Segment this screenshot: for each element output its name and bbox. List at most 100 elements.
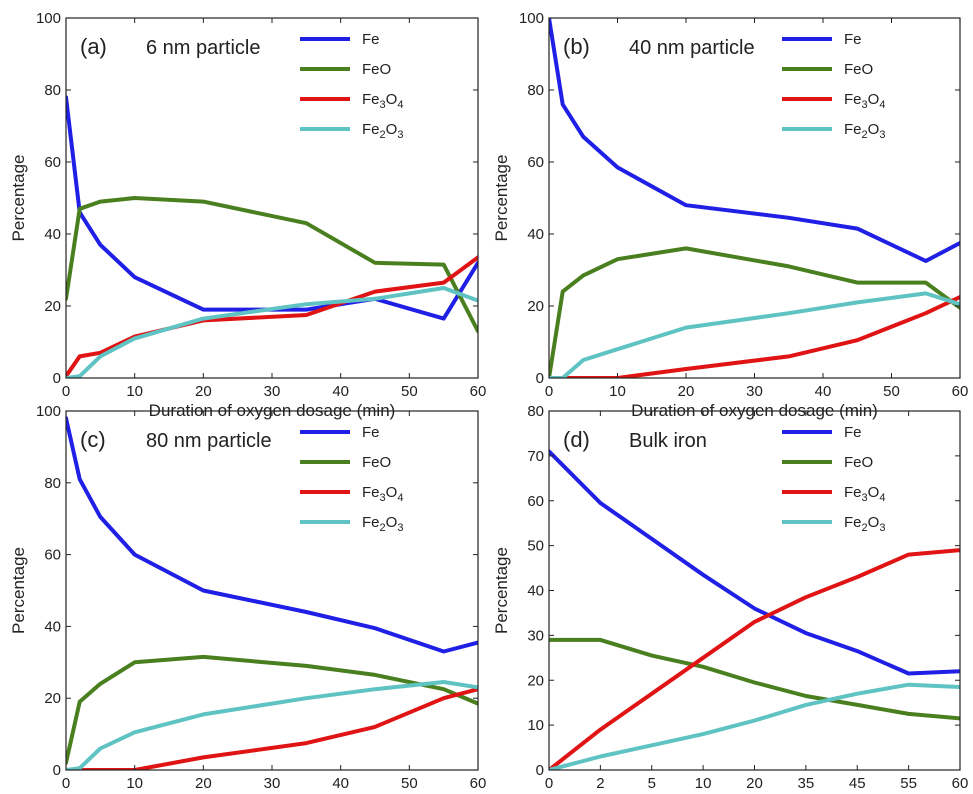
y-tick-label: 60 [527,154,544,171]
x-tick-label: 40 [332,775,349,792]
legend-entry-fe3o4: Fe3O4 [362,484,403,504]
panel-label: (c) [80,427,106,452]
x-tick-label: 10 [126,775,143,792]
plot-frame [65,410,479,771]
y-tick-label: 50 [527,538,544,555]
x-tick-label: 0 [62,775,70,792]
x-tick-label: 10 [126,383,143,400]
y-tick-label: 0 [53,370,61,387]
y-tick-label: 60 [527,493,544,510]
y-tick-label: 20 [527,672,544,689]
x-tick-label: 5 [648,775,656,792]
y-tick-label: 100 [519,10,544,27]
y-tick-label: 0 [536,762,544,779]
y-axis-label: Percentage [492,155,511,242]
y-axis-label: Percentage [492,547,511,634]
x-tick-label: 0 [545,775,553,792]
x-tick-label: 20 [746,775,763,792]
x-tick-label: 20 [678,383,695,400]
legend-entry-fe2o3: Fe2O3 [362,121,403,141]
y-tick-label: 0 [53,762,61,779]
y-tick-label: 60 [44,547,61,564]
panel-title: 6 nm particle [146,37,261,59]
y-tick-label: 80 [527,403,544,420]
panel-label: (a) [80,34,107,59]
y-tick-label: 40 [44,226,61,243]
x-tick-label: 60 [952,775,969,792]
legend-entry-fe2o3: Fe2O3 [844,514,885,534]
x-tick-label: 20 [195,775,212,792]
series-line-fe3o4 [549,548,960,770]
x-tick-label: 30 [264,775,281,792]
x-tick-label: 30 [746,383,763,400]
series-line-fe [66,95,478,321]
x-tick-label: 2 [596,775,604,792]
x-tick-label: 0 [545,383,553,400]
y-axis-label: Percentage [9,155,28,242]
y-tick-label: 80 [44,475,61,492]
x-tick-label: 50 [401,383,418,400]
y-tick-label: 40 [527,226,544,243]
series-line-fe2o3 [549,291,960,378]
series-line-feo [549,637,960,721]
panel-title: 80 nm particle [146,430,272,452]
y-tick-label: 40 [527,583,544,600]
series-line-fe2o3 [549,682,960,770]
legend-entry-feo: FeO [844,61,873,78]
y-tick-label: 0 [536,370,544,387]
x-tick-label: 20 [195,383,212,400]
plot-frame [548,410,961,771]
y-tick-label: 10 [527,717,544,734]
panel-label: (b) [563,34,590,59]
x-tick-label: 50 [401,775,418,792]
y-tick-label: 80 [44,82,61,99]
x-tick-label: 10 [609,383,626,400]
series-line-feo [66,196,478,334]
x-tick-label: 35 [798,775,815,792]
y-tick-label: 20 [44,298,61,315]
x-tick-label: 60 [470,383,487,400]
y-tick-label: 100 [36,403,61,420]
series-line-fe [549,449,960,676]
legend-entry-fe: Fe [362,31,380,48]
legend-entry-feo: FeO [362,61,391,78]
series-line-fe3o4 [549,295,960,378]
x-tick-label: 40 [815,383,832,400]
x-tick-label: 10 [695,775,712,792]
y-tick-label: 80 [527,82,544,99]
panel-title: Bulk iron [629,430,707,452]
panel-title: 40 nm particle [629,37,755,59]
legend-entry-fe3o4: Fe3O4 [844,91,885,111]
legend-entry-fe: Fe [844,31,862,48]
series-line-feo [549,246,960,378]
x-tick-label: 40 [332,383,349,400]
y-axis-label: Percentage [9,547,28,634]
panel-label: (d) [563,427,590,452]
series-line-fe [66,416,478,654]
y-tick-label: 40 [44,618,61,635]
x-tick-label: 50 [883,383,900,400]
y-tick-label: 20 [44,690,61,707]
legend-entry-fe3o4: Fe3O4 [362,91,403,111]
legend-entry-fe3o4: Fe3O4 [844,484,885,504]
x-tick-label: 45 [849,775,866,792]
series-line-fe3o4 [66,687,478,770]
y-tick-label: 30 [527,627,544,644]
series-line-fe2o3 [66,286,478,378]
x-tick-label: 60 [470,775,487,792]
legend-entry-fe: Fe [362,424,380,441]
y-tick-label: 70 [527,448,544,465]
x-tick-label: 55 [900,775,917,792]
legend-entry-feo: FeO [844,454,873,471]
legend-entry-fe2o3: Fe2O3 [844,121,885,141]
legend-entry-feo: FeO [362,454,391,471]
series-line-fe [549,18,960,263]
legend-entry-fe: Fe [844,424,862,441]
chart-panel-4: 02510203545556001020304050607080Duration… [492,403,968,794]
x-tick-label: 0 [62,383,70,400]
x-tick-label: 60 [952,383,969,400]
series-line-fe2o3 [66,680,478,770]
